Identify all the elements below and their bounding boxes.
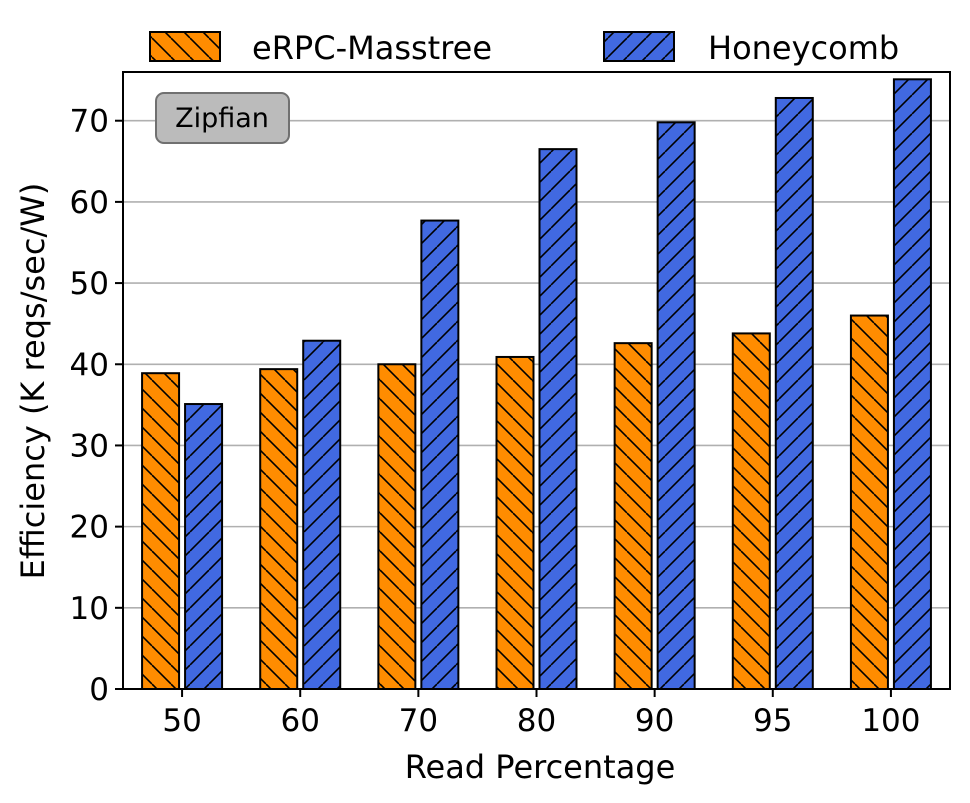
bar-hatch-honeycomb-60 [302,339,342,690]
bar-hatch-honeycomb-70 [420,219,460,690]
annotation-background [155,92,290,144]
legend-label-honeycomb: Honeycomb [708,29,899,67]
bar-hatch-honeycomb-95 [774,96,814,691]
annotation-label: Zipfian [175,103,269,134]
x-tick-label: 50 [162,703,201,739]
legend-swatch-honeycomb-hatch [603,31,675,62]
y-axis-label: Efficiency (K reqs/sec/W) [14,183,52,580]
bar-hatch-erpc-masstree-95 [731,332,771,690]
y-tick-label: 30 [70,428,109,464]
axes-group [122,71,951,690]
y-tick-label: 0 [89,672,109,708]
y-tick-label: 40 [70,347,109,383]
y-tick-label: 10 [70,591,109,627]
gridlines [123,119,950,609]
y-tick-label: 20 [70,510,109,546]
bar-hatch-erpc-masstree-70 [377,363,417,690]
bar-hatch-honeycomb-50 [184,403,224,690]
bar-hatch-erpc-masstree-60 [259,368,299,690]
bar-hatch-erpc-masstree-50 [141,372,181,690]
x-tick-label: 60 [280,703,319,739]
y-tick-label: 50 [70,266,109,302]
bar-hatch-honeycomb-90 [656,121,696,690]
y-tick-label: 70 [70,104,109,140]
legend-label-erpc: eRPC-Masstree [252,29,492,67]
bar-hatch-honeycomb-100 [892,78,932,690]
bar-hatch-honeycomb-80 [538,148,578,690]
x-tick-label: 95 [753,703,792,739]
x-tick-label: 100 [861,703,920,739]
x-axis-label: Read Percentage [405,748,676,786]
annotation-box: Zipfian [155,92,290,144]
bar-hatch-erpc-masstree-80 [495,355,535,690]
y-ticks-group: 0 10 20 30 40 50 60 70 [70,104,123,708]
bars-group [141,78,932,691]
y-tick-label: 60 [70,185,109,221]
legend-swatch-erpc-hatch [149,31,221,62]
x-ticks-group: 50 60 70 80 90 95 100 [162,689,921,739]
legend: eRPC-Masstree Honeycomb [149,29,899,67]
plot-frame [122,71,951,690]
x-tick-label: 70 [399,703,438,739]
x-tick-label: 80 [517,703,556,739]
x-tick-label: 90 [635,703,674,739]
bar-hatch-erpc-masstree-100 [849,314,889,690]
bar-hatch-erpc-masstree-90 [613,342,653,690]
